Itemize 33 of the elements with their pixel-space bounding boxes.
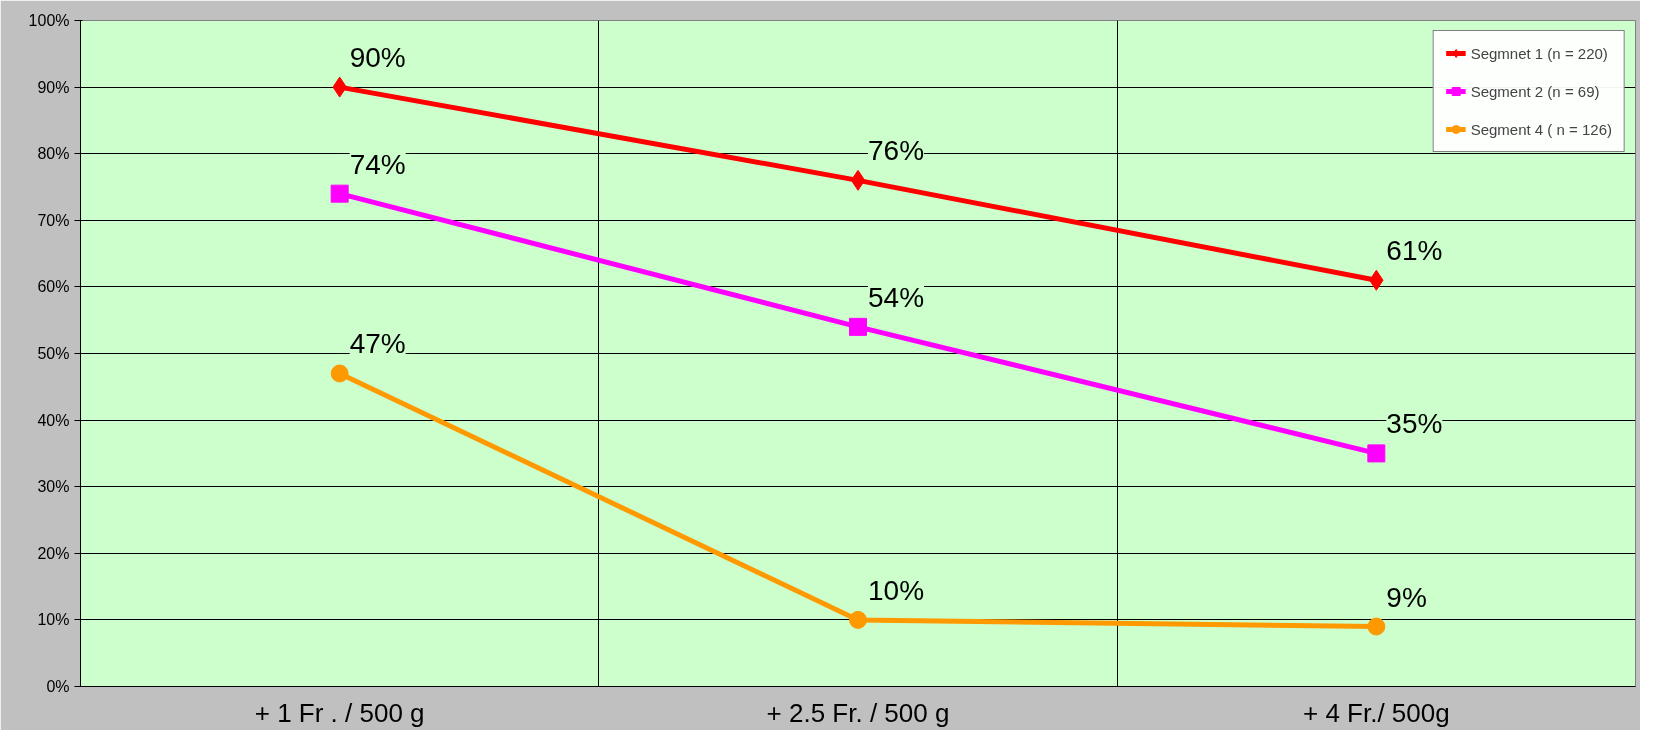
x-tick-label: + 1 Fr . / 500 g bbox=[254, 697, 425, 728]
legend-label: Segment 4 ( n = 126) bbox=[1470, 120, 1612, 138]
data-label: 74% bbox=[349, 148, 406, 180]
point bbox=[330, 184, 349, 203]
y-tick-label: 70% bbox=[37, 211, 70, 229]
y-tick-label: 80% bbox=[37, 145, 70, 163]
data-label: 35% bbox=[1386, 408, 1443, 440]
data-label: 90% bbox=[349, 42, 406, 74]
data-label: 47% bbox=[349, 328, 406, 360]
y-tick-label: 0% bbox=[46, 678, 70, 695]
legend-label: Segmnet 1 (n = 220) bbox=[1470, 44, 1608, 62]
point bbox=[849, 610, 867, 629]
y-tick-label: 50% bbox=[37, 345, 70, 362]
data-label: 54% bbox=[868, 281, 925, 313]
legend-label: Segment 2 (n = 69) bbox=[1470, 82, 1600, 100]
x-tick-label: + 4 Fr./ 500g bbox=[1302, 697, 1450, 728]
data-label: 76% bbox=[868, 135, 925, 167]
y-tick-label: 30% bbox=[37, 478, 70, 496]
x-tick-label: + 2.5 Fr. / 500 g bbox=[766, 697, 950, 728]
point bbox=[1367, 444, 1386, 463]
y-tick-label: 100% bbox=[28, 12, 70, 29]
y-tick-label: 60% bbox=[37, 278, 70, 296]
y-tick-label: 10% bbox=[37, 611, 70, 629]
data-label: 9% bbox=[1386, 581, 1427, 613]
point bbox=[1367, 617, 1386, 636]
y-tick-label: 90% bbox=[37, 78, 70, 96]
point bbox=[849, 317, 867, 336]
y-tick-label: 20% bbox=[37, 544, 70, 562]
point bbox=[850, 169, 866, 191]
point bbox=[330, 364, 349, 383]
y-tick-label: 40% bbox=[37, 411, 70, 429]
data-label: 10% bbox=[868, 574, 925, 606]
data-label: 61% bbox=[1386, 235, 1443, 267]
